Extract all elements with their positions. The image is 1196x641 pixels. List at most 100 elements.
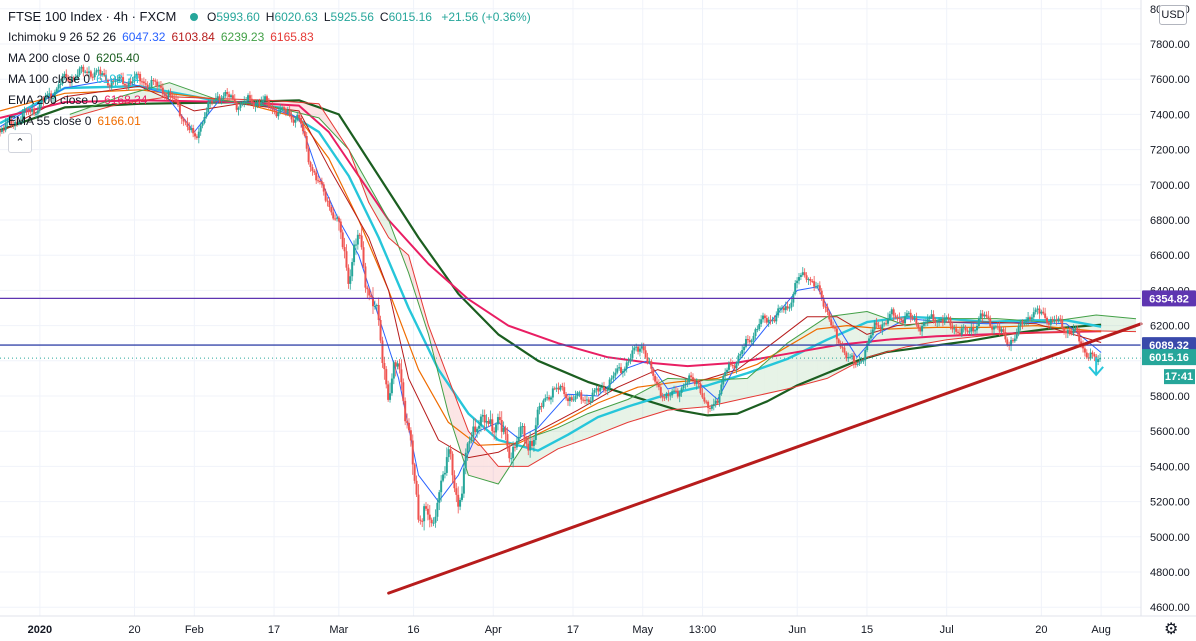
- candle-body: [1059, 318, 1062, 321]
- candle-body: [476, 428, 479, 433]
- price-axis[interactable]: 4600.00 4800.00 5000.00 5200.00 5400.00 5600.…: [1150, 4, 1190, 614]
- candle-body: [858, 361, 861, 364]
- candle-body: [383, 363, 386, 370]
- candle-body: [192, 128, 195, 134]
- symbol-title[interactable]: FTSE 100 Index · 4h · FXCM: [8, 9, 177, 24]
- candle-body: [1027, 317, 1030, 322]
- candle-body: [212, 100, 215, 102]
- candle-body: [159, 85, 162, 88]
- candle-body: [1044, 313, 1047, 318]
- candle-body: [580, 392, 583, 400]
- candle-body: [555, 387, 558, 389]
- candle-body: [705, 401, 708, 403]
- candle-body: [16, 122, 19, 124]
- candle-body: [451, 453, 454, 476]
- cloud-segment: [612, 403, 616, 429]
- candle-body: [824, 306, 827, 308]
- candle-body: [557, 387, 560, 390]
- candle-body: [996, 326, 999, 328]
- candle-body: [116, 80, 119, 82]
- candle-body: [648, 361, 651, 363]
- candle-body: [968, 331, 971, 333]
- candle-body: [279, 108, 282, 113]
- cloud-segment: [423, 308, 427, 327]
- candle-body: [1038, 308, 1041, 314]
- collapse-legend-button[interactable]: ⌃: [8, 133, 32, 153]
- candle-body: [320, 181, 323, 185]
- candle-body: [8, 118, 11, 121]
- time-axis[interactable]: 2020 20 Feb 17 Mar 16 Apr 17 May 13:00 Jun 15 Jul 20 A…: [28, 624, 1111, 636]
- candle-body: [311, 167, 314, 171]
- indicator-row[interactable]: EMA 200 close 0 6168.34: [8, 90, 531, 111]
- candle-body: [938, 320, 941, 322]
- settings-gear-icon[interactable]: ⚙: [1164, 621, 1179, 638]
- candle-body: [994, 326, 997, 328]
- candle-body: [19, 121, 22, 123]
- candle-body: [267, 100, 270, 107]
- cloud-segment: [617, 402, 621, 427]
- candle-body: [796, 280, 799, 284]
- candle-body: [597, 388, 600, 392]
- cloud-segment: [812, 325, 815, 383]
- candle-body: [970, 327, 973, 332]
- candle-body: [80, 66, 83, 69]
- candle-body: [871, 329, 874, 336]
- cloud-segment: [610, 404, 613, 430]
- candle-body: [947, 317, 950, 319]
- cloud-segment: [1108, 316, 1112, 332]
- indicator-row[interactable]: Ichimoku 9 26 52 26 6047.32 6103.84 6239.23…: [8, 27, 531, 48]
- candle-body: [453, 475, 456, 489]
- candle-body: [406, 421, 409, 423]
- time-tick-label: Jul: [940, 624, 954, 636]
- cloud-segment: [550, 429, 554, 454]
- chart-grid: [0, 0, 1141, 616]
- candle-body: [411, 440, 414, 465]
- candle-body: [1082, 344, 1085, 349]
- cloud-segment: [553, 428, 556, 452]
- candle-body: [34, 113, 37, 115]
- candle-body: [1030, 317, 1033, 320]
- trendline-layer[interactable]: [387, 322, 1143, 595]
- series-line: [0, 99, 1102, 368]
- candle-body: [269, 106, 272, 108]
- candle-body: [245, 100, 248, 102]
- cloud-segment: [403, 250, 407, 267]
- last-price-text: 6015.16: [1149, 352, 1189, 364]
- cloud-segment: [597, 409, 601, 435]
- candle-body: [879, 326, 882, 329]
- cloud-segment: [886, 318, 890, 352]
- candle-body: [31, 108, 34, 112]
- candle-body: [1000, 329, 1003, 332]
- candle-body: [568, 397, 571, 402]
- cloud-segment: [443, 365, 446, 404]
- candle-body: [337, 217, 340, 222]
- ohlc-key: L: [323, 10, 331, 24]
- horizontal-levels[interactable]: [0, 297, 1141, 359]
- candle-body: [782, 307, 785, 311]
- candle-body: [63, 73, 66, 77]
- candle-body: [464, 452, 467, 469]
- candle-body: [684, 383, 687, 386]
- time-tick-label: Apr: [485, 624, 502, 636]
- price-tick-label: 7400.00: [1150, 109, 1190, 121]
- indicator-row[interactable]: EMA 55 close 0 6166.01: [8, 111, 531, 132]
- cloud-segment: [470, 434, 474, 477]
- candle-body: [307, 148, 310, 163]
- cloud-segment: [622, 400, 626, 425]
- candle-body: [960, 328, 963, 335]
- candle-body: [561, 385, 564, 388]
- support-trendline[interactable]: [387, 322, 1143, 595]
- cloud-segment: [413, 272, 417, 296]
- indicator-row[interactable]: MA 200 close 0 6205.40: [8, 48, 531, 69]
- candle-body: [930, 314, 933, 318]
- candle-body: [625, 362, 628, 369]
- candle-body: [811, 281, 814, 283]
- candle-body: [606, 388, 609, 391]
- indicator-rows: Ichimoku 9 26 52 26 6047.32 6103.84 6239.23…: [8, 27, 531, 132]
- candle-body: [710, 406, 713, 409]
- indicator-row[interactable]: MA 100 close 0 6193.74: [8, 69, 531, 90]
- candle-body: [252, 102, 255, 107]
- countdown-box: [1164, 369, 1195, 385]
- currency-button[interactable]: USD: [1159, 5, 1187, 25]
